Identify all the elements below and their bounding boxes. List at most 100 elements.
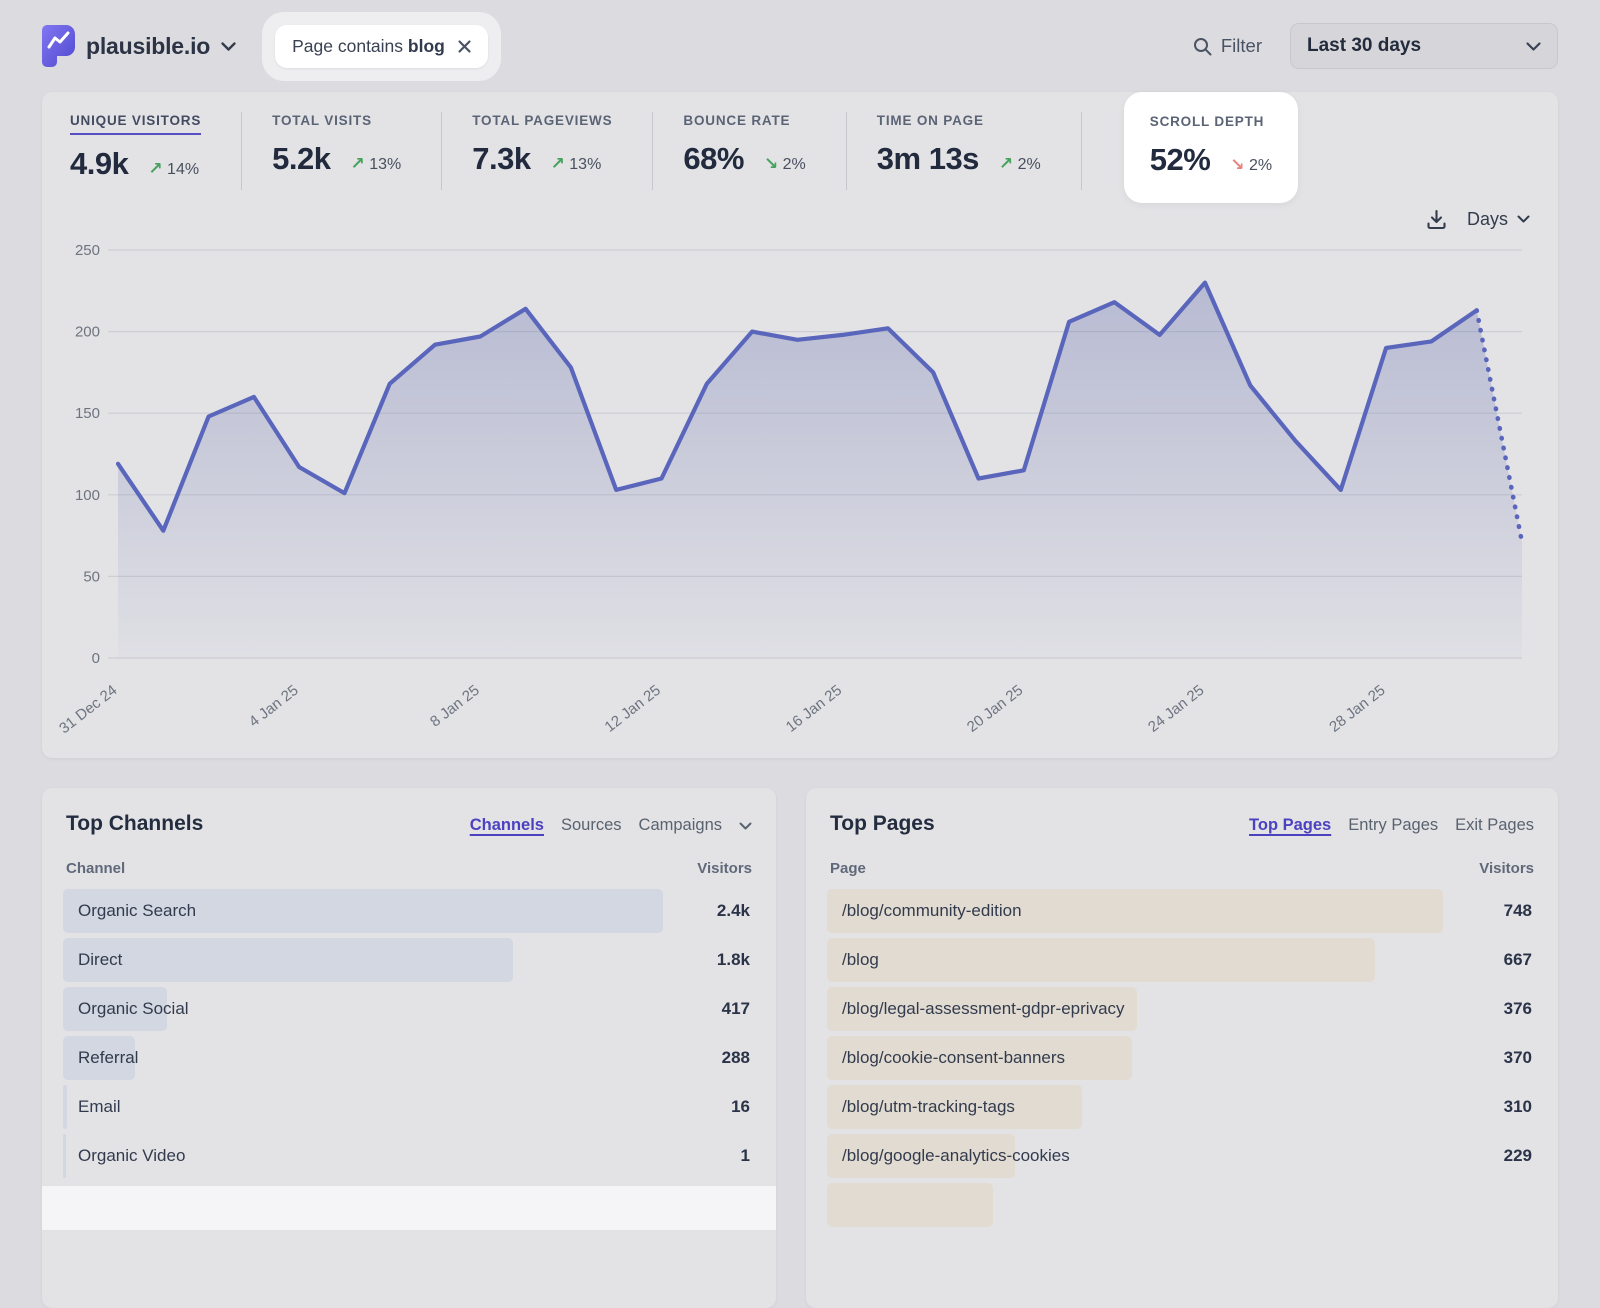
table-row[interactable]: /blog/community-edition 748 (830, 889, 1534, 933)
metric-label: BOUNCE RATE (683, 113, 790, 128)
close-icon[interactable] (458, 40, 471, 53)
row-value: 229 (1504, 1146, 1534, 1166)
trend-up-icon: ↗ (351, 154, 365, 173)
row-name[interactable]: Referral (66, 1048, 138, 1068)
channels-table: Organic Search 2.4k Direct 1.8k Organic … (66, 889, 752, 1178)
filter-button-label: Filter (1221, 35, 1262, 57)
x-axis-tick: 20 Jan 25 (964, 682, 1026, 736)
metric-value: 3m 13s (877, 141, 979, 177)
metric-value: 52% (1150, 142, 1211, 178)
row-value: 1 (741, 1146, 752, 1166)
row-name[interactable]: /blog/community-edition (830, 901, 1022, 921)
panel-title: Top Pages (830, 812, 935, 836)
metric-scroll-depth[interactable]: SCROLL DEPTH 52% ↘ 2% (1124, 92, 1298, 203)
tab-campaigns[interactable]: Campaigns (639, 816, 722, 835)
site-switcher[interactable]: plausible.io (42, 25, 236, 67)
row-name[interactable]: /blog/legal-assessment-gdpr-eprivacy (830, 999, 1125, 1019)
tab-channels[interactable]: Channels (470, 816, 544, 835)
row-value: 2.4k (717, 901, 752, 921)
row-value: 310 (1504, 1097, 1534, 1117)
interval-dropdown[interactable]: Days (1467, 209, 1530, 230)
table-row[interactable]: /blog/google-analytics-cookies 229 (830, 1134, 1534, 1178)
filter-pill[interactable]: Page contains blog (275, 25, 488, 68)
tab-top-pages[interactable]: Top Pages (1249, 816, 1331, 835)
row-value: 370 (1504, 1048, 1534, 1068)
table-row[interactable]: Organic Search 2.4k (66, 889, 752, 933)
site-name: plausible.io (86, 33, 210, 60)
y-axis-tick: 250 (75, 242, 100, 259)
metric-change: ↗ 2% (999, 154, 1041, 174)
download-icon[interactable] (1426, 209, 1447, 230)
pages-table: /blog/community-edition 748 /blog 667 /b… (830, 889, 1534, 1227)
metric-change: ↗ 14% (148, 159, 199, 179)
table-row[interactable]: Email 16 (66, 1085, 752, 1129)
channels-tab-bar: Channels Sources Campaigns (470, 816, 752, 835)
chevron-down-icon (1517, 215, 1530, 223)
metric-bounce-rate[interactable]: BOUNCE RATE 68% ↘ 2% (683, 112, 846, 190)
metric-value: 5.2k (272, 141, 330, 177)
tab-sources[interactable]: Sources (561, 816, 622, 835)
column-header-key: Channel (66, 860, 125, 877)
metric-change: ↗ 13% (551, 154, 602, 174)
row-name[interactable]: Direct (66, 950, 122, 970)
y-axis-tick: 200 (75, 324, 100, 341)
chevron-down-icon (221, 42, 236, 51)
table-row[interactable]: Referral 288 (66, 1036, 752, 1080)
metric-change: ↘ 2% (764, 154, 806, 174)
panel-title: Top Channels (66, 812, 203, 836)
visitors-chart[interactable]: 05010015020025031 Dec 244 Jan 258 Jan 25… (70, 234, 1530, 764)
table-row[interactable]: /blog/utm-tracking-tags 310 (830, 1085, 1534, 1129)
tab-entry-pages[interactable]: Entry Pages (1348, 816, 1438, 835)
row-name[interactable]: /blog/utm-tracking-tags (830, 1097, 1015, 1117)
metric-time-on-page[interactable]: TIME ON PAGE 3m 13s ↗ 2% (877, 112, 1082, 190)
table-row[interactable]: Direct 1.8k (66, 938, 752, 982)
y-axis-tick: 100 (75, 487, 100, 504)
metric-unique-visitors[interactable]: UNIQUE VISITORS 4.9k ↗ 14% (70, 112, 242, 190)
chevron-down-icon (1526, 42, 1541, 51)
metric-label: SCROLL DEPTH (1150, 114, 1264, 129)
tab-exit-pages[interactable]: Exit Pages (1455, 816, 1534, 835)
row-bar (63, 938, 513, 982)
date-range-value: Last 30 days (1307, 35, 1421, 57)
metric-label: UNIQUE VISITORS (70, 113, 201, 135)
interval-label: Days (1467, 209, 1508, 230)
row-value: 667 (1504, 950, 1534, 970)
row-value: 748 (1504, 901, 1534, 921)
date-range-dropdown[interactable]: Last 30 days (1290, 23, 1558, 69)
table-row[interactable]: /blog/cookie-consent-banners 370 (830, 1036, 1534, 1080)
search-icon (1193, 37, 1212, 56)
row-name[interactable]: /blog/cookie-consent-banners (830, 1048, 1065, 1068)
row-name[interactable]: /blog (830, 950, 879, 970)
column-header-value: Visitors (697, 860, 752, 877)
table-row[interactable]: /blog/legal-assessment-gdpr-eprivacy 376 (830, 987, 1534, 1031)
y-axis-tick: 50 (83, 568, 100, 585)
row-name[interactable]: Organic Video (66, 1146, 185, 1166)
row-value: 417 (722, 999, 752, 1019)
metric-label: TIME ON PAGE (877, 113, 984, 128)
row-bar (827, 1183, 993, 1227)
row-value: 376 (1504, 999, 1534, 1019)
x-axis-tick: 24 Jan 25 (1145, 682, 1207, 736)
row-name[interactable]: /blog/google-analytics-cookies (830, 1146, 1070, 1166)
trend-up-icon: ↗ (148, 159, 162, 178)
metric-label: TOTAL PAGEVIEWS (472, 113, 612, 128)
filter-pill-text: Page contains blog (292, 36, 445, 57)
y-axis-tick: 0 (92, 650, 100, 667)
metric-total-visits[interactable]: TOTAL VISITS 5.2k ↗ 13% (272, 112, 442, 190)
trend-down-icon: ↘ (764, 154, 778, 173)
table-row[interactable]: Organic Video 1 (66, 1134, 752, 1178)
row-value: 16 (731, 1097, 752, 1117)
x-axis-tick: 16 Jan 25 (783, 682, 845, 736)
table-row[interactable]: /blog 667 (830, 938, 1534, 982)
row-name[interactable]: Email (66, 1097, 121, 1117)
row-name[interactable]: Organic Social (66, 999, 189, 1019)
metrics-row: UNIQUE VISITORS 4.9k ↗ 14% TOTAL VISITS … (70, 112, 1530, 200)
metric-total-pageviews[interactable]: TOTAL PAGEVIEWS 7.3k ↗ 13% (472, 112, 653, 190)
trend-down-icon: ↘ (1230, 155, 1244, 174)
row-name[interactable]: Organic Search (66, 901, 196, 921)
table-row[interactable]: Organic Social 417 (66, 987, 752, 1031)
chevron-down-icon (739, 822, 752, 830)
trend-up-icon: ↗ (551, 154, 565, 173)
filter-button[interactable]: Filter (1193, 35, 1262, 57)
table-row-partial[interactable] (830, 1183, 1534, 1227)
